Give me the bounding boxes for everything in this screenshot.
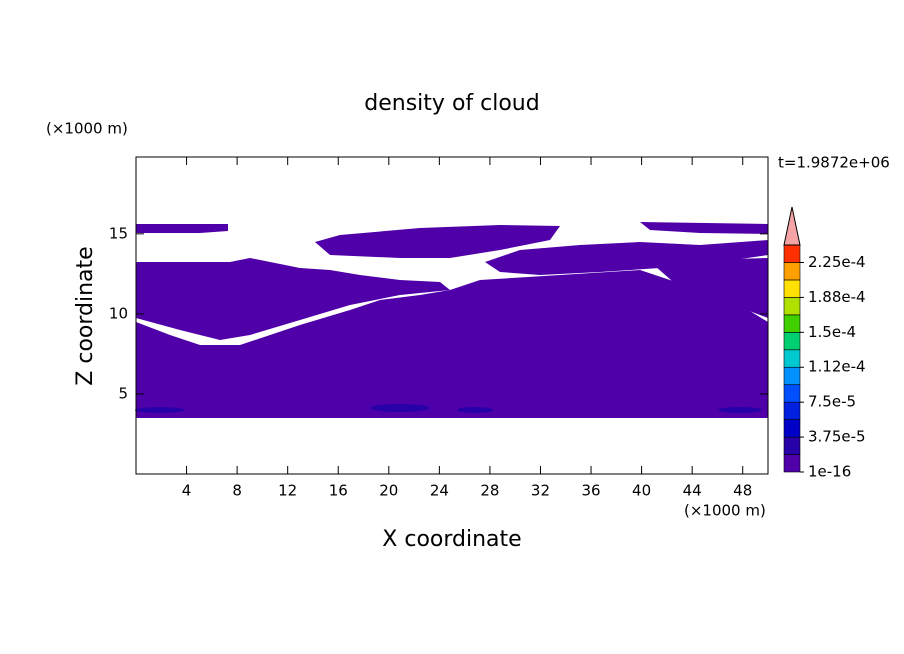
colorbar-label: 1e-16: [808, 463, 851, 481]
cloud-region: [136, 270, 768, 418]
x-tick-label: 16: [329, 482, 348, 500]
cloud-region: [640, 222, 768, 234]
cloud-region: [136, 224, 228, 233]
colorbar-band: [783, 436, 801, 455]
x-tick-label: 8: [232, 482, 242, 500]
cloud-core: [135, 407, 185, 413]
colorbar-band: [783, 419, 801, 438]
y-axis-label: Z coordinate: [73, 246, 98, 385]
cloud-field: [135, 222, 768, 418]
colorbar-band: [783, 401, 801, 420]
y-tick-label: 5: [118, 384, 128, 402]
colorbar-band: [783, 279, 801, 298]
colorbar-band: [783, 366, 801, 385]
x-tick-label: 12: [278, 482, 297, 500]
colorbar-label: 7.5e-5: [808, 393, 856, 411]
colorbar-label: 2.25e-4: [808, 253, 866, 271]
colorbar-label: 3.75e-5: [808, 428, 866, 446]
cloud-core: [718, 407, 762, 413]
chart-title: density of cloud: [364, 91, 539, 116]
colorbar-band: [783, 244, 801, 263]
colorbar-band: [783, 332, 801, 351]
plot-frame: [135, 156, 769, 475]
x-tick-label: 4: [182, 482, 192, 500]
cloud-region: [655, 258, 768, 318]
x-axis-label: X coordinate: [382, 527, 521, 552]
colorbar-label: 1.12e-4: [808, 358, 866, 376]
cloud-region: [315, 225, 560, 258]
x-unit: (×1000 m): [684, 502, 766, 520]
x-tick-label: 20: [379, 482, 398, 500]
y-tick-label: 15: [109, 224, 128, 242]
x-tick-label: 36: [581, 482, 600, 500]
colorbar-band: [783, 314, 801, 333]
colorbar-band: [783, 297, 801, 316]
x-tick-label: 44: [683, 482, 702, 500]
x-tick-label: 24: [430, 482, 449, 500]
colorbar-band: [783, 349, 801, 368]
time-label: t=1.9872e+06: [778, 154, 890, 172]
colorbar-extend: [783, 206, 801, 246]
cloud-core: [457, 407, 493, 413]
cloud-region: [485, 240, 768, 275]
y-unit: (×1000 m): [46, 120, 128, 138]
x-tick-label: 32: [531, 482, 550, 500]
x-tick-label: 28: [480, 482, 499, 500]
colorbar-band: [783, 262, 801, 281]
colorbar-label: 1.88e-4: [808, 288, 866, 306]
x-tick-label: 40: [632, 482, 651, 500]
colorbar-band: [783, 384, 801, 403]
colorbar-label: 1.5e-4: [808, 323, 856, 341]
y-tick-label: 10: [109, 304, 128, 322]
colorbar-band: [783, 454, 801, 473]
x-tick-label: 48: [733, 482, 752, 500]
cloud-region: [136, 258, 450, 340]
cloud-core: [370, 404, 430, 412]
